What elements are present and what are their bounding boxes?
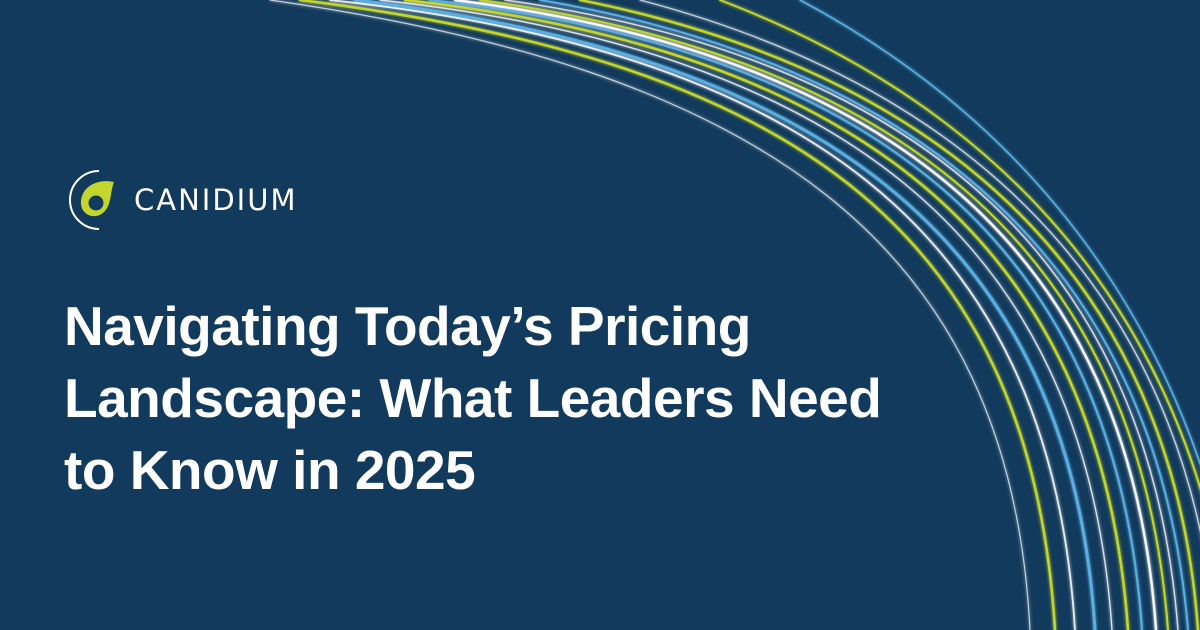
title-line: Navigating Today’s Pricing — [64, 295, 751, 357]
title-line: Landscape: What Leaders Need — [64, 367, 882, 429]
canidium-leaf-icon — [69, 170, 114, 230]
brand-name: CANIDIUM — [134, 183, 298, 217]
page-title: Navigating Today’s Pricing Landscape: Wh… — [64, 290, 1024, 506]
title-line: to Know in 2025 — [64, 439, 476, 501]
brand-logo: CANIDIUM — [66, 168, 297, 232]
